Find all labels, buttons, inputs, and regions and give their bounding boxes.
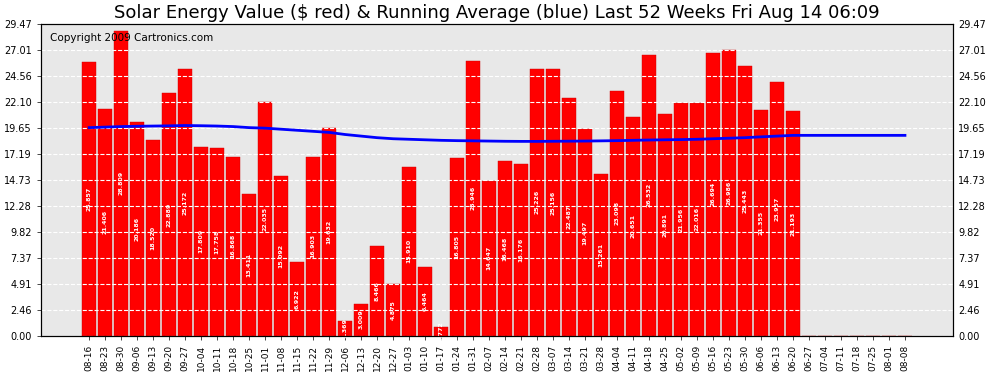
Bar xyxy=(546,69,560,336)
Bar xyxy=(690,103,704,336)
Text: 16.868: 16.868 xyxy=(231,234,236,258)
Text: 25.857: 25.857 xyxy=(87,187,92,211)
Text: 22.487: 22.487 xyxy=(566,204,571,229)
Bar xyxy=(786,111,800,336)
Bar xyxy=(498,161,512,336)
Text: 25.226: 25.226 xyxy=(535,190,540,214)
Text: 23.957: 23.957 xyxy=(774,196,779,221)
Text: 15.910: 15.910 xyxy=(407,239,412,264)
Bar xyxy=(627,117,640,336)
Bar xyxy=(274,176,288,336)
Bar xyxy=(258,102,272,336)
Title: Solar Energy Value ($ red) & Running Average (blue) Last 52 Weeks Fri Aug 14 06:: Solar Energy Value ($ red) & Running Ave… xyxy=(114,4,880,22)
Bar xyxy=(147,140,160,336)
Bar xyxy=(723,50,736,336)
Text: 25.443: 25.443 xyxy=(742,189,747,213)
Text: 28.809: 28.809 xyxy=(119,171,124,195)
Bar xyxy=(306,157,320,336)
Bar xyxy=(739,66,751,336)
Text: 15.092: 15.092 xyxy=(278,244,284,268)
Text: 26.986: 26.986 xyxy=(727,181,732,205)
Bar xyxy=(643,55,655,336)
Text: 22.016: 22.016 xyxy=(695,207,700,231)
Text: 8.466: 8.466 xyxy=(374,281,379,301)
Bar xyxy=(435,327,447,336)
Text: 22.035: 22.035 xyxy=(262,207,267,231)
Text: 17.758: 17.758 xyxy=(215,230,220,254)
Text: 14.647: 14.647 xyxy=(487,246,492,270)
Bar xyxy=(178,69,192,336)
Text: 1.369: 1.369 xyxy=(343,318,347,338)
Bar xyxy=(370,246,384,336)
Bar xyxy=(706,53,720,336)
Bar xyxy=(531,69,544,336)
Bar xyxy=(354,304,368,336)
Bar xyxy=(562,98,576,336)
Bar xyxy=(210,148,224,336)
Bar xyxy=(658,114,672,336)
Bar xyxy=(162,93,176,336)
Text: 0.772: 0.772 xyxy=(439,322,444,341)
Bar xyxy=(290,262,304,336)
Bar xyxy=(323,128,336,336)
Text: 22.889: 22.889 xyxy=(166,202,171,226)
Text: 26.532: 26.532 xyxy=(646,183,651,207)
Text: 25.172: 25.172 xyxy=(183,190,188,214)
Bar xyxy=(466,61,480,336)
Text: 4.875: 4.875 xyxy=(391,300,396,320)
Bar xyxy=(98,109,112,336)
Text: 16.903: 16.903 xyxy=(311,234,316,258)
Bar xyxy=(482,181,496,336)
Text: 3.009: 3.009 xyxy=(358,310,363,330)
Text: 21.956: 21.956 xyxy=(678,207,683,231)
Bar xyxy=(386,284,400,336)
Bar xyxy=(115,31,128,336)
Bar xyxy=(227,157,240,336)
Bar xyxy=(243,194,256,336)
Text: 16.805: 16.805 xyxy=(454,235,459,259)
Text: 20.651: 20.651 xyxy=(631,214,636,238)
Bar xyxy=(339,321,351,336)
Text: 23.098: 23.098 xyxy=(615,201,620,225)
Bar xyxy=(594,174,608,336)
Text: 26.694: 26.694 xyxy=(711,182,716,207)
Text: 21.355: 21.355 xyxy=(758,210,763,235)
Bar xyxy=(82,62,96,336)
Text: 17.809: 17.809 xyxy=(199,229,204,254)
Bar xyxy=(402,167,416,336)
Text: 13.411: 13.411 xyxy=(247,252,251,277)
Text: 16.176: 16.176 xyxy=(519,238,524,262)
Text: 25.946: 25.946 xyxy=(470,186,475,210)
Bar xyxy=(578,129,592,336)
Bar xyxy=(610,91,624,336)
Text: 21.406: 21.406 xyxy=(103,210,108,234)
Bar xyxy=(419,267,432,336)
Text: 16.468: 16.468 xyxy=(503,236,508,261)
Text: 18.520: 18.520 xyxy=(150,225,155,250)
Text: 6.922: 6.922 xyxy=(295,289,300,309)
Bar xyxy=(194,147,208,336)
Text: 19.497: 19.497 xyxy=(582,220,587,245)
Bar xyxy=(674,103,688,336)
Bar xyxy=(450,158,464,336)
Text: 6.464: 6.464 xyxy=(423,291,428,311)
Bar xyxy=(514,164,528,336)
Text: Copyright 2009 Cartronics.com: Copyright 2009 Cartronics.com xyxy=(50,33,213,43)
Bar xyxy=(754,110,768,336)
Text: 20.186: 20.186 xyxy=(135,217,140,241)
Text: 21.193: 21.193 xyxy=(790,211,796,236)
Text: 15.261: 15.261 xyxy=(599,243,604,267)
Bar xyxy=(770,82,784,336)
Text: 19.632: 19.632 xyxy=(327,220,332,244)
Bar xyxy=(131,122,144,336)
Text: 20.891: 20.891 xyxy=(662,213,667,237)
Text: 25.156: 25.156 xyxy=(550,190,555,214)
